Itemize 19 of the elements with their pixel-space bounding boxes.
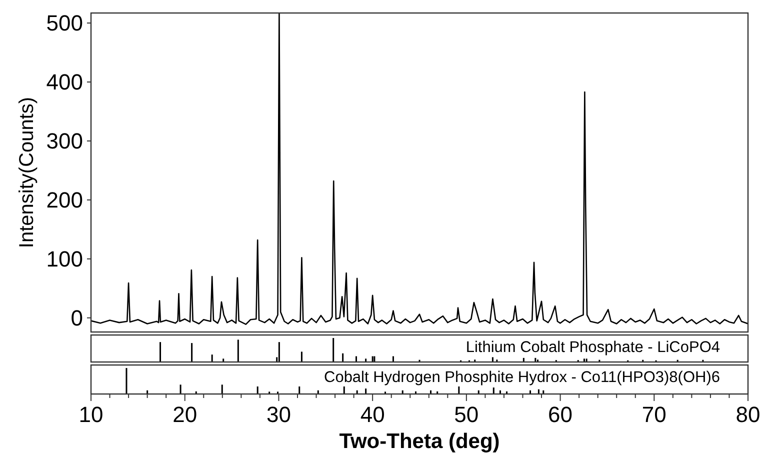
y-axis-title: Intensity(Counts) [16, 96, 38, 248]
y-tick-label: 100 [46, 246, 83, 272]
x-tick-label: 40 [360, 402, 385, 427]
y-tick-label: 400 [46, 70, 83, 95]
y-tick-label: 0 [70, 306, 83, 331]
chart-title: Lithium Cobalt Phosphate - LiCoPO4 [466, 339, 720, 356]
x-tick-label: 60 [548, 402, 573, 427]
y-tick-label: 500 [46, 10, 83, 36]
x-tick-label: 20 [172, 402, 198, 427]
y-tick-label: 300 [46, 128, 83, 154]
y-tick-label: 200 [46, 188, 83, 213]
x-tick-label: 30 [266, 402, 291, 427]
x-tick-label: 70 [642, 402, 666, 427]
x-tick-label: 10 [78, 402, 104, 427]
x-tick-label: 50 [454, 402, 479, 427]
line-series [91, 13, 748, 325]
x-tick-label: 80 [736, 402, 760, 427]
x-axis-title: Two-Theta (deg) [339, 430, 500, 453]
chart-title: Cobalt Hydrogen Phosphite Hydrox - Co11(HPO3)8(OH)6 [324, 369, 720, 386]
